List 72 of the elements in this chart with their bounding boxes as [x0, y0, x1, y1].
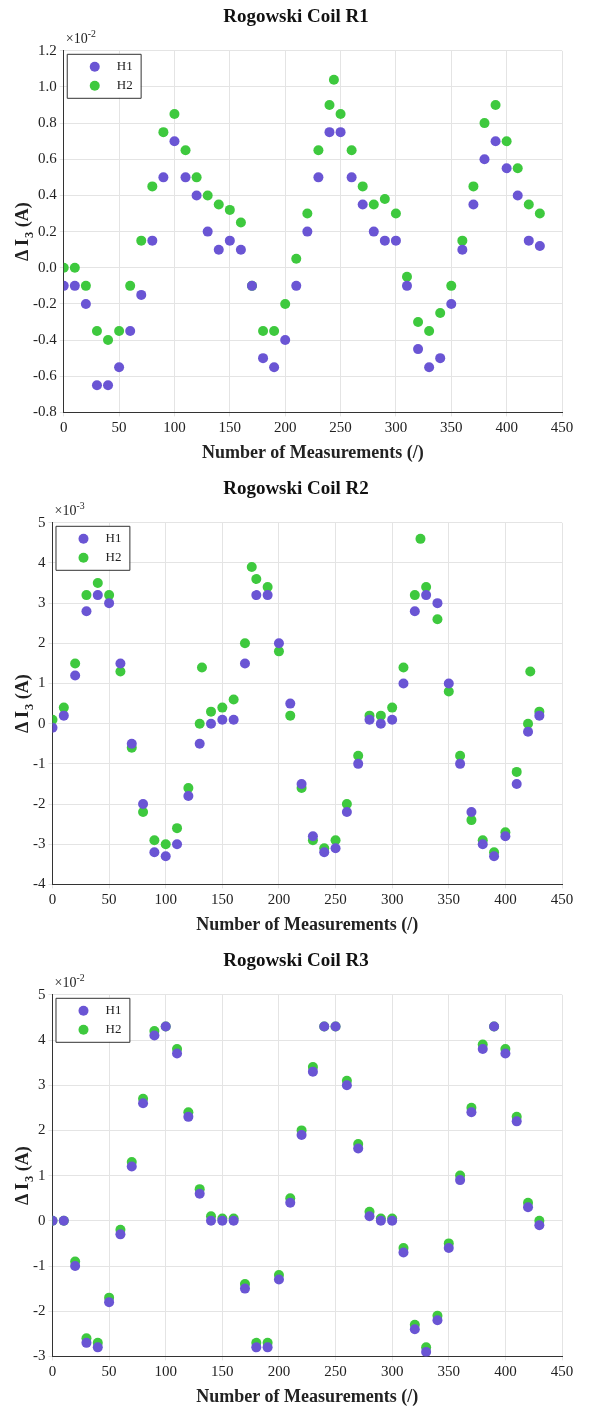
x-axis-title: Number of Measurements (/): [201, 441, 424, 463]
legend-label: H1: [105, 1002, 122, 1018]
x-tick-label: 100: [154, 891, 177, 908]
legend-label: H2: [105, 549, 122, 565]
x-tick-label: 450: [550, 891, 574, 908]
chart-title: Rogowski Coil R3: [223, 949, 369, 971]
y-tick-label: -0.4: [33, 331, 58, 348]
y-tick-label: -3: [33, 835, 46, 852]
y-tick-label: 5: [38, 513, 46, 530]
y-tick-label: 0: [38, 1211, 46, 1228]
y-axis-title: Δ I3 (A): [12, 674, 37, 733]
y-tick-label: 2: [38, 634, 46, 651]
x-tick-label: 200: [267, 1363, 291, 1380]
legend-label: H1: [105, 530, 122, 546]
x-tick-label: 300: [380, 891, 404, 908]
y-tick-label: 0.6: [38, 150, 58, 167]
y-tick-label: 1.0: [38, 77, 57, 94]
x-tick-label: 50: [101, 1363, 117, 1380]
x-tick-label: 150: [211, 891, 234, 908]
x-tick-label: 400: [494, 1363, 517, 1380]
x-tick-label: 450: [550, 419, 574, 436]
chart-title: Rogowski Coil R1: [223, 5, 369, 27]
legend-label: H2: [116, 77, 133, 93]
y-tick-label: -3: [33, 1347, 46, 1364]
y-tick-label: 4: [38, 553, 46, 570]
x-tick-label: 250: [329, 419, 352, 436]
x-tick-label: 450: [550, 1363, 574, 1380]
x-tick-label: 350: [440, 419, 463, 436]
x-tick-label: 100: [154, 1363, 177, 1380]
y-tick-label: 0.8: [38, 114, 57, 131]
y-tick-label: 1: [38, 1166, 46, 1183]
chart-title: Rogowski Coil R2: [223, 477, 369, 499]
x-tick-label: 250: [324, 1363, 347, 1380]
x-tick-label: 100: [163, 419, 186, 436]
y-tick-label: 0: [38, 714, 46, 731]
x-tick-label: 300: [380, 1363, 404, 1380]
x-tick-label: 150: [218, 419, 242, 436]
x-axis-title: Number of Measurements (/): [196, 913, 419, 935]
x-tick-label: 200: [273, 419, 297, 436]
y-tick-label: 3: [38, 594, 46, 611]
y-tick-label: -0.2: [33, 294, 57, 311]
y-axis-title: Δ I3 (A): [12, 202, 37, 261]
y-tick-label: -1: [33, 754, 46, 771]
y-tick-label: -1: [33, 1256, 46, 1273]
y-tick-label: -4: [33, 875, 46, 892]
x-tick-label: 50: [101, 891, 117, 908]
y-tick-label: 2: [38, 1121, 46, 1138]
y-tick-label: 0.4: [38, 186, 58, 203]
x-tick-label: 200: [267, 891, 291, 908]
y-tick-label: -2: [33, 794, 46, 811]
y-tick-label: 0.0: [38, 258, 57, 275]
y-tick-label: 3: [38, 1076, 46, 1093]
y-tick-label: -0.6: [33, 367, 58, 384]
y-tick-label: -2: [33, 1302, 46, 1319]
x-tick-label: 50: [111, 419, 127, 436]
x-tick-label: 150: [211, 1363, 234, 1380]
x-tick-label: 350: [437, 891, 461, 908]
y-tick-label: 1.2: [38, 41, 57, 58]
x-tick-label: 250: [324, 891, 347, 908]
x-tick-label: 400: [494, 891, 517, 908]
y-tick-label: 0.2: [38, 222, 57, 239]
legend-label: H2: [105, 1021, 122, 1037]
x-tick-label: 300: [384, 419, 408, 436]
y-tick-label: 1: [38, 674, 46, 691]
y-tick-label: 4: [38, 1030, 46, 1047]
x-axis-title: Number of Measurements (/): [196, 1385, 419, 1407]
y-axis-title: Δ I3 (A): [12, 1146, 37, 1205]
x-tick-label: 350: [437, 1363, 461, 1380]
y-tick-label: 5: [38, 985, 46, 1002]
x-tick-label: 400: [495, 419, 518, 436]
y-tick-label: -0.8: [33, 403, 57, 420]
legend-label: H1: [116, 58, 133, 74]
